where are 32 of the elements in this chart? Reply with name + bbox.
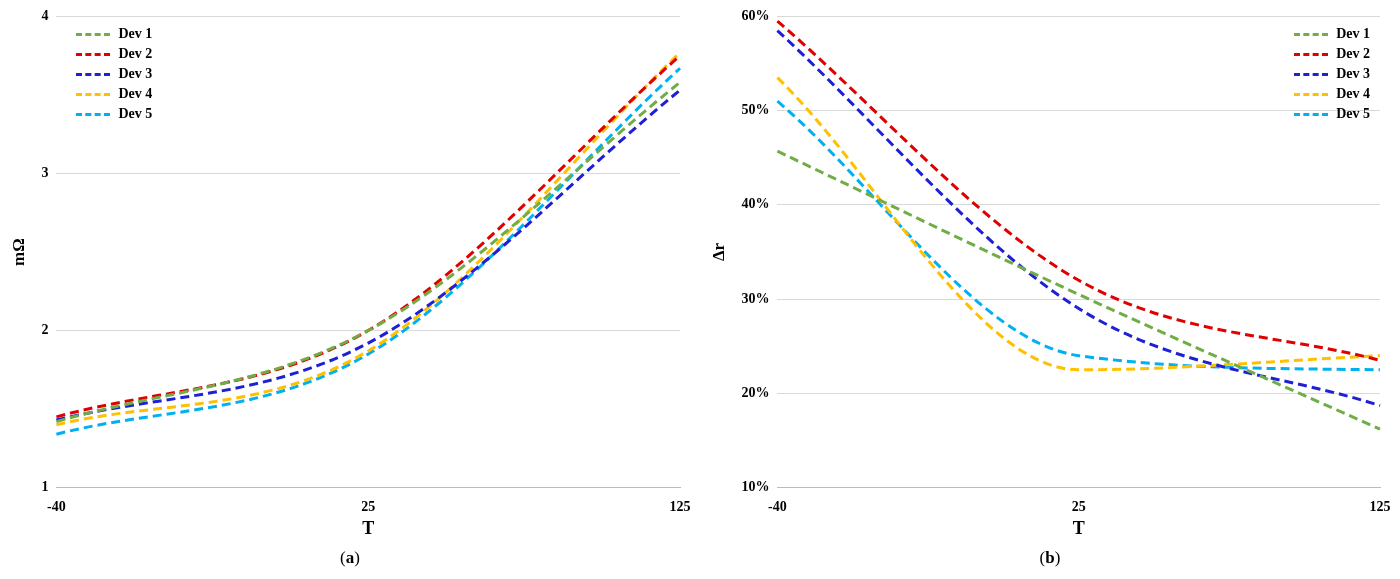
legend-label: Dev 4 [118, 86, 153, 103]
text: (b) [1038, 548, 1062, 568]
text: (a) [339, 548, 361, 568]
y-tick-label: 4 [41, 8, 49, 24]
y-tick-label: 20% [741, 384, 770, 400]
x-tick-label: 25 [361, 498, 376, 514]
legend-label: Dev 5 [1336, 106, 1370, 123]
y-tick-label: 30% [741, 290, 770, 306]
y-axis-title: mΩ [8, 238, 28, 266]
x-tick-label: -40 [768, 498, 787, 514]
y-tick-label: 50% [741, 102, 770, 118]
y-tick-label: 3 [41, 165, 49, 181]
legend-label: Dev 4 [1336, 86, 1370, 103]
x-tick-label: 25 [1071, 498, 1086, 514]
x-axis-title: T [362, 517, 375, 538]
legend-label: Dev 2 [1336, 46, 1370, 63]
legend-label: Dev 5 [118, 106, 153, 123]
y-tick-label: 10% [741, 479, 770, 495]
y-tick-label: 40% [741, 196, 770, 212]
legend-label: Dev 2 [118, 46, 153, 63]
x-tick-label: -40 [47, 498, 66, 514]
x-tick-label: 125 [1369, 498, 1391, 514]
legend-label: Dev 1 [1336, 26, 1370, 43]
y-tick-label: 60% [741, 8, 770, 24]
y-axis-title: Δr [708, 242, 728, 262]
x-axis-title: T [1072, 517, 1085, 538]
legend-label: Dev 3 [118, 66, 153, 83]
legend-label: Dev 3 [1336, 66, 1370, 83]
y-tick-label: 2 [41, 322, 49, 338]
legend-label: Dev 1 [118, 26, 153, 43]
x-tick-label: 125 [669, 498, 691, 514]
y-tick-label: 1 [41, 479, 49, 495]
